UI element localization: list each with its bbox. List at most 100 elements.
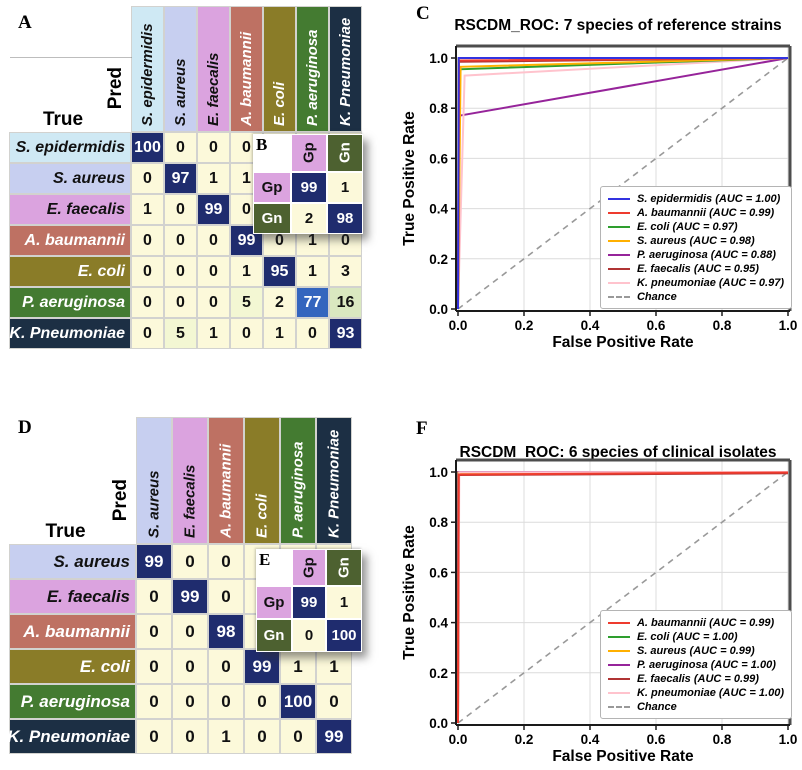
true-axis-label: True: [45, 521, 86, 542]
panel-label-f: F: [416, 418, 428, 439]
matrix-cell: 3: [330, 257, 361, 286]
matrix-cell: 99: [317, 720, 351, 753]
matrix-cell: 0: [198, 288, 229, 317]
x-tick-label: 0.4: [581, 732, 600, 747]
legend-label: K. pneumoniae (AUC = 0.97): [636, 277, 784, 289]
row-label: A. baumannii: [10, 226, 130, 255]
matrix-cell: 97: [165, 164, 196, 193]
matrix-cell: 0: [132, 226, 163, 255]
gram-matrix-cell: 2: [292, 204, 326, 233]
roc-curve-chance: [457, 471, 789, 724]
matrix-cell: 0: [173, 720, 207, 753]
panel-label-d: D: [18, 417, 32, 438]
matrix-cell: 0: [132, 164, 163, 193]
y-tick-label: 0.0: [429, 302, 448, 317]
x-tick-label: 0.8: [713, 318, 732, 333]
gram-column-header: Gp: [292, 135, 326, 171]
column-header: K. Pneumoniae: [317, 418, 351, 543]
matrix-cell: 0: [137, 685, 171, 718]
roc-curve-a-baumannii: [457, 471, 789, 724]
legend-line-sample: [607, 650, 630, 652]
legend-line-sample: [607, 678, 630, 680]
roc-plot-svg: 0.0 0.2 0.4 0.6 0.8 1.0 0.0 0.2 0.4 0.6 0.8 1.0 Fals…: [401, 44, 798, 351]
matrix-cell: 1: [281, 650, 315, 683]
matrix-cell: 1: [132, 195, 163, 224]
matrix-cell: 5: [165, 319, 196, 348]
x-axis-label: False Positive Rate: [552, 334, 694, 351]
matrix-cell: 0: [137, 720, 171, 753]
column-header: P. aeruginosa: [281, 418, 315, 543]
legend-line-sample: [607, 282, 630, 284]
matrix-cell: 0: [209, 650, 243, 683]
row-label: S. aureus: [10, 545, 135, 578]
x-tick-label: 0.6: [647, 318, 666, 333]
matrix-cell: 0: [137, 650, 171, 683]
y-tick-label: 0.0: [429, 716, 448, 731]
panel-b-gram-matrix-overlay: B Gp Gn Gp 99 1 Gn 2 98: [253, 134, 363, 234]
column-header: E. coli: [245, 418, 279, 543]
x-tick-label: 0.0: [449, 732, 468, 747]
row-label: E. faecalis: [10, 580, 135, 613]
row-label: P. aeruginosa: [10, 288, 130, 317]
legend-line-sample: [607, 268, 630, 270]
column-header: E. faecalis: [173, 418, 207, 543]
matrix-cell: 99: [198, 195, 229, 224]
matrix-cell: 0: [209, 580, 243, 613]
matrix-cell: 99: [137, 545, 171, 578]
roc-legend: S. epidermidis (AUC = 1.00) A. baumannii …: [599, 186, 792, 309]
matrix-cell: 0: [173, 615, 207, 648]
y-tick-label: 0.8: [429, 515, 448, 530]
gram-matrix-cell: 99: [292, 173, 326, 202]
legend-label: Chance: [636, 291, 677, 303]
gram-row-label: Gp: [257, 587, 291, 618]
matrix-cell: 0: [165, 288, 196, 317]
matrix-corner: Pred True: [10, 7, 130, 131]
column-header: S. aureus: [165, 7, 196, 131]
roc-curve-k-pneumoniae: [457, 57, 789, 310]
legend-line-sample: [607, 198, 630, 200]
legend-label: E. coli (AUC = 1.00): [636, 631, 738, 643]
legend-item: K. pneumoniae (AUC = 1.00): [607, 686, 784, 700]
matrix-cell: 0: [137, 580, 171, 613]
legend-line-sample: [607, 636, 630, 638]
pred-axis-label: Pred: [110, 478, 131, 521]
matrix-cell: 0: [165, 133, 196, 162]
gram-matrix-cell: 0: [293, 620, 325, 651]
legend-item: P. aeruginosa (AUC = 1.00): [607, 658, 784, 672]
legend-item: K. pneumoniae (AUC = 0.97): [607, 276, 784, 290]
matrix-corner: Pred True: [10, 418, 135, 543]
matrix-cell: 99: [231, 226, 262, 255]
column-header: P. aeruginosa: [297, 7, 328, 131]
x-tick-label: 0.2: [515, 732, 534, 747]
pred-axis-label: Pred: [105, 66, 126, 109]
matrix-cell: 0: [209, 545, 243, 578]
matrix-cell: 1: [198, 164, 229, 193]
row-label: K. Pneumoniae: [7, 720, 135, 753]
matrix-cell: 100: [132, 133, 163, 162]
panel-a-confusion-matrix-reference: Pred True S. epidermidis S. aureus E. faecal…: [9, 7, 361, 348]
legend-line-sample: [607, 254, 630, 256]
y-tick-label: 0.8: [429, 101, 448, 116]
matrix-cell: 1: [209, 720, 243, 753]
x-tick-label: 1.0: [779, 318, 798, 333]
matrix-cell: 77: [297, 288, 328, 317]
matrix-cell: 93: [330, 319, 361, 348]
column-header: E. faecalis: [198, 7, 229, 131]
x-tick-label: 1.0: [779, 732, 798, 747]
matrix-cell: 0: [165, 195, 196, 224]
matrix-cell: 95: [264, 257, 295, 286]
matrix-cell: 1: [297, 257, 328, 286]
x-tick-label: 0.2: [515, 318, 534, 333]
y-tick-label: 0.4: [429, 616, 448, 631]
matrix-cell: 1: [264, 319, 295, 348]
legend-label: S. aureus (AUC = 0.98): [636, 235, 755, 247]
legend-label: A. baumannii (AUC = 0.99): [636, 617, 775, 629]
y-tick-label: 1.0: [429, 51, 448, 66]
panel-d-confusion-matrix-clinical: Pred True S. aureus E. faecalis A. baumannii…: [7, 418, 351, 753]
matrix-cell: 1: [198, 319, 229, 348]
legend-label: K. pneumoniae (AUC = 1.00): [636, 687, 784, 699]
column-header: A. baumannii: [231, 7, 262, 131]
matrix-cell: 2: [264, 288, 295, 317]
gram-matrix-grid: B Gp Gn Gp 99 1 Gn 2 98: [253, 134, 363, 234]
